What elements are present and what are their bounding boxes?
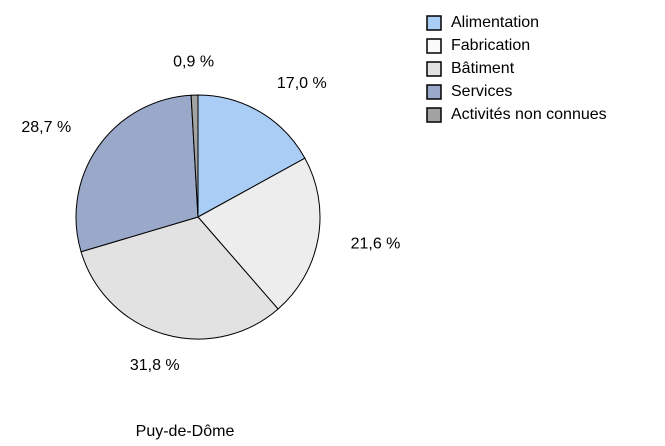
data-label: 17,0 % xyxy=(277,75,327,92)
pie-slice xyxy=(197,94,306,218)
data-label: 0,9 % xyxy=(173,53,214,70)
legend-swatch xyxy=(426,61,442,77)
legend-label: Fabrication xyxy=(451,37,530,54)
pie-slice xyxy=(75,94,199,253)
legend-label: Services xyxy=(451,83,512,100)
pie-slice xyxy=(80,216,279,340)
legend-swatch xyxy=(426,38,442,54)
legend-swatch xyxy=(426,84,442,100)
data-label: 31,8 % xyxy=(130,357,180,374)
pie-slice xyxy=(197,157,321,310)
chart-title: Puy-de-Dôme xyxy=(136,423,235,440)
data-label: 21,6 % xyxy=(351,235,401,252)
pie-slice xyxy=(190,94,199,218)
legend-label: Activités non connues xyxy=(451,106,607,123)
legend-label: Bâtiment xyxy=(451,60,515,77)
legend-swatch xyxy=(426,107,442,123)
legend-label: Alimentation xyxy=(451,14,539,31)
data-label: 28,7 % xyxy=(21,119,71,136)
legend-swatch xyxy=(426,15,442,31)
